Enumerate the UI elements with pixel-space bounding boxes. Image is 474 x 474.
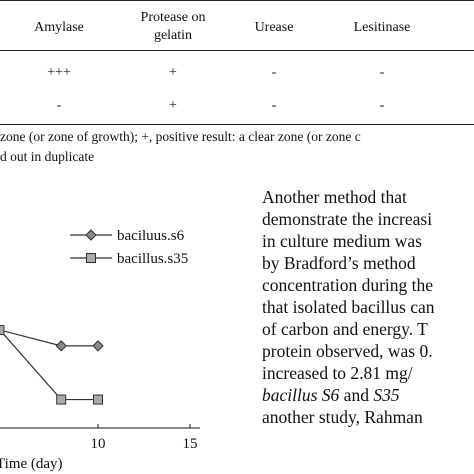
legend-label-1: bacillus.s35 bbox=[117, 251, 188, 267]
body-italic-bacillus-s6: bacillus S6 bbox=[262, 385, 340, 405]
header-amylase: Amylase bbox=[34, 20, 84, 35]
cell-r2-urease: - bbox=[271, 98, 277, 113]
legend-marker-0 bbox=[85, 229, 97, 241]
header-lesitinase: Lesitinase bbox=[353, 20, 411, 35]
body-line-10: bacillus S6 and S35 bbox=[262, 384, 400, 406]
cell-r2-amylase: - bbox=[56, 98, 62, 113]
time-course-chart: baciluus.s6 bacillus.s35 10 15 Time (day) bbox=[0, 228, 200, 472]
x-axis-title: Time (day) bbox=[0, 456, 63, 472]
body-line-11: another study, Rahman bbox=[262, 407, 423, 427]
table-top-rule bbox=[0, 0, 474, 1]
body-line-9: increased to 2.81 mg/ bbox=[262, 363, 413, 383]
series-0-point-1 bbox=[92, 340, 104, 352]
x-tick-label-15: 15 bbox=[183, 436, 198, 452]
body-line-5: concentration during the bbox=[262, 275, 434, 295]
legend-label-0: baciluus.s6 bbox=[117, 228, 185, 244]
body-line-8: protein observed, was 0. bbox=[262, 341, 433, 361]
cell-r1-protease: + bbox=[169, 65, 177, 80]
body-line-4: by Bradford’s method bbox=[262, 253, 416, 273]
cell-r1-urease: - bbox=[271, 65, 277, 80]
series-1-point-0 bbox=[56, 394, 67, 405]
chart-legend: baciluus.s6 bacillus.s35 bbox=[70, 228, 188, 267]
header-protease: Protease on gelatin bbox=[140, 10, 206, 43]
body-connector: and bbox=[339, 385, 374, 405]
table-footnote-line2: d out in duplicate bbox=[0, 149, 95, 164]
series-0-point-0 bbox=[55, 340, 67, 352]
body-line-2: demonstrate the increasi bbox=[262, 209, 433, 229]
cell-r1-lesitinase: - bbox=[379, 65, 385, 80]
body-line-1: Another method that bbox=[262, 187, 407, 207]
series-1-point-1 bbox=[93, 394, 103, 405]
series-line-0 bbox=[0, 329, 98, 347]
body-line-7: of carbon and energy. T bbox=[262, 319, 428, 339]
series-line-1 bbox=[0, 329, 98, 401]
body-line-3: in culture medium was bbox=[262, 231, 422, 251]
header-urease: Urease bbox=[254, 20, 294, 35]
table-header-rule bbox=[0, 50, 474, 51]
cell-r2-protease: + bbox=[169, 98, 177, 113]
chart-axes: 10 15 Time (day) bbox=[0, 424, 200, 472]
table-bottom-rule bbox=[0, 124, 474, 125]
legend-marker-1 bbox=[86, 253, 96, 263]
table-footnote-line1: zone (or zone of growth); +, positive re… bbox=[0, 129, 361, 144]
x-tick-label-10: 10 bbox=[91, 436, 106, 452]
chart-plot-area bbox=[0, 325, 104, 405]
body-line-6: that isolated bacillus can bbox=[262, 297, 435, 317]
body-italic-s35: S35 bbox=[373, 385, 400, 405]
series-1-point-edge bbox=[0, 325, 5, 336]
cell-r1-amylase: +++ bbox=[47, 65, 71, 80]
cell-r2-lesitinase: - bbox=[379, 98, 385, 113]
